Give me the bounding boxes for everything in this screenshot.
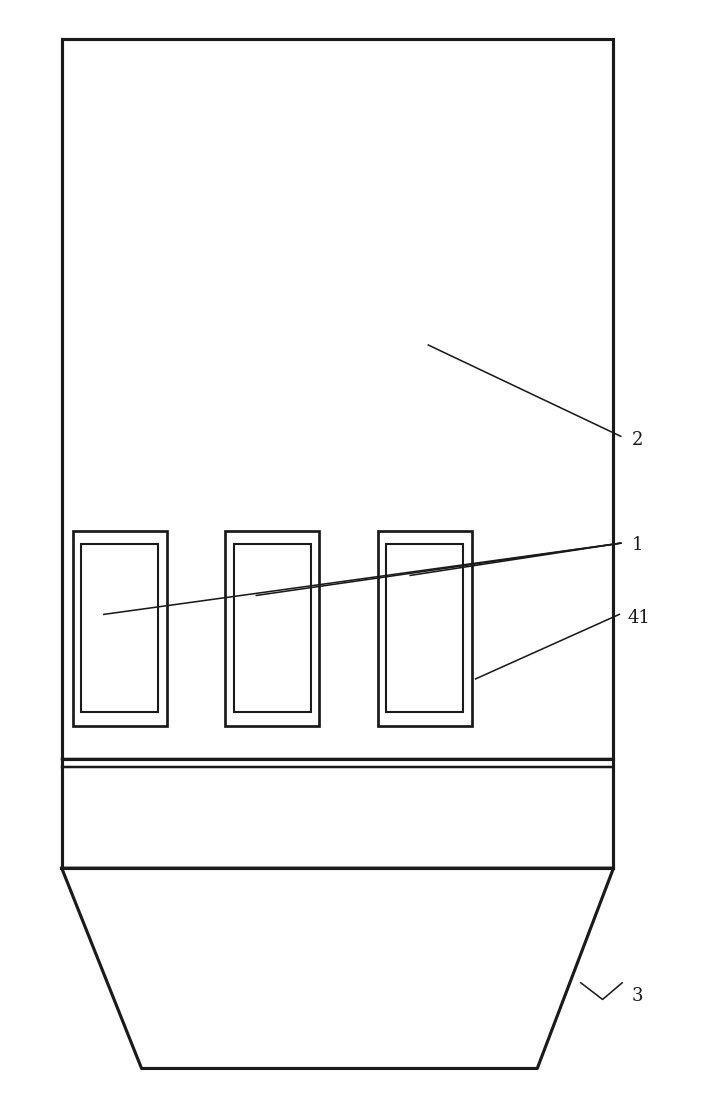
Bar	[225, 531, 319, 726]
Bar	[62, 39, 613, 759]
Text: 2: 2	[632, 431, 643, 449]
Bar	[73, 531, 167, 726]
Text: 1: 1	[632, 536, 643, 554]
Bar	[234, 544, 311, 712]
Text: 3: 3	[632, 987, 643, 1005]
Bar	[81, 544, 158, 712]
Bar	[386, 544, 463, 712]
Bar	[378, 531, 472, 726]
Text: 41: 41	[628, 609, 651, 627]
